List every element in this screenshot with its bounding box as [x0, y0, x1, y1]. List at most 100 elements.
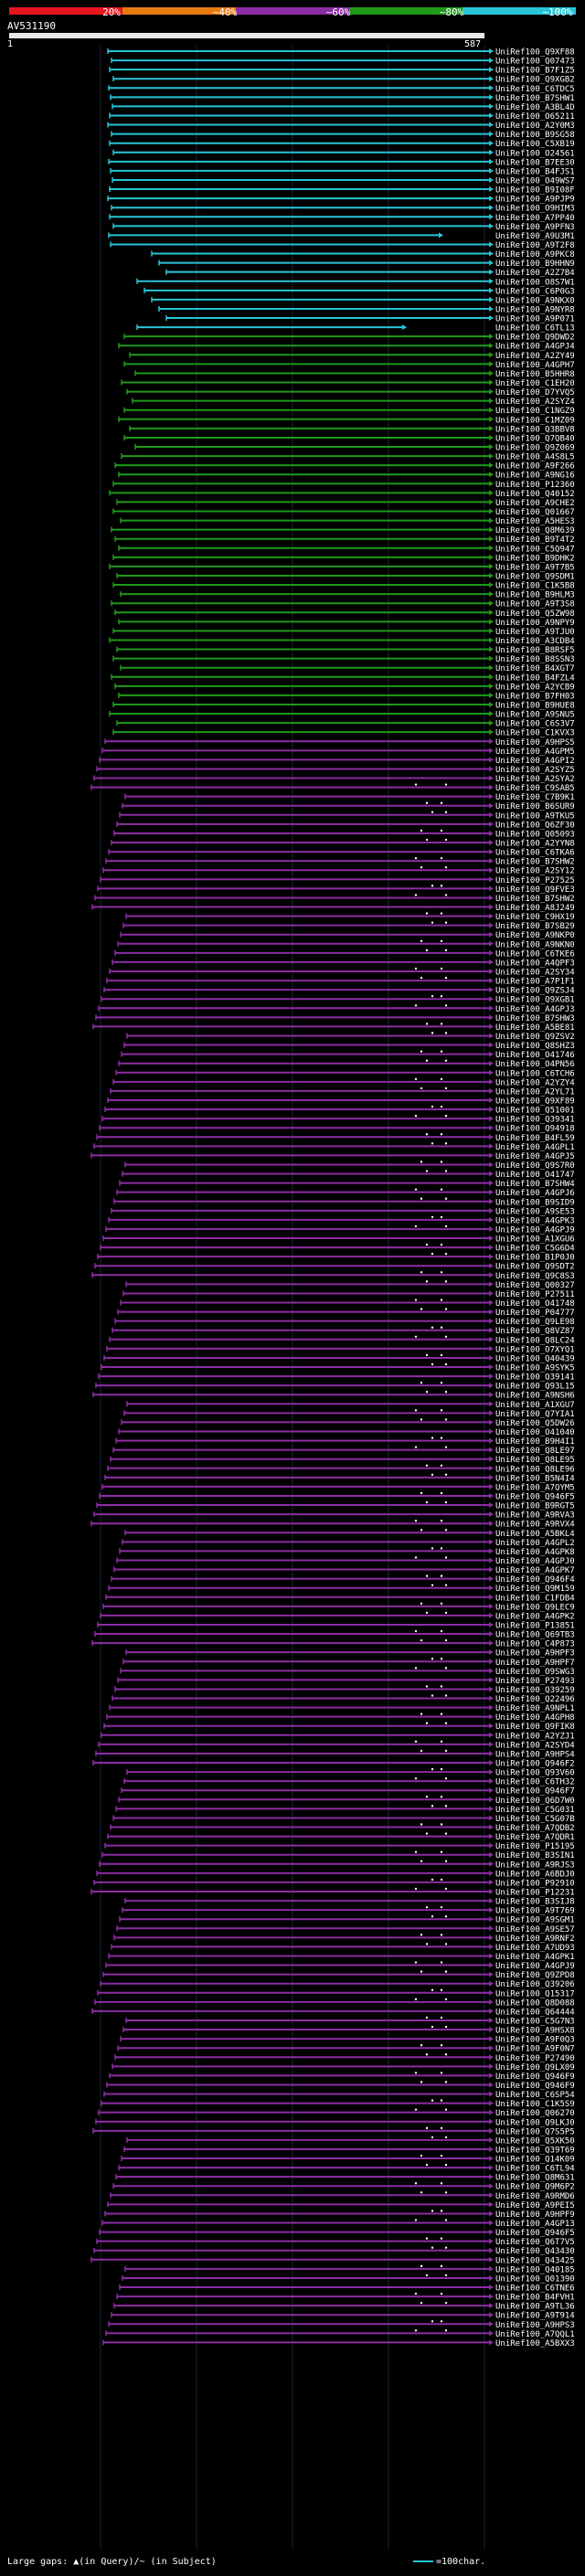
alignment-row[interactable]: UniRef100_Q9C8S3 [91, 1271, 575, 1281]
hit-label[interactable]: UniRef100_B7SHW2 [495, 895, 575, 904]
alignment-row[interactable]: UniRef100_A4GPK2 [100, 1611, 575, 1622]
hit-label[interactable]: UniRef100_B7SHW4 [495, 1180, 575, 1189]
hit-label[interactable]: UniRef100_A4GPH8 [495, 1713, 575, 1723]
alignment-row[interactable]: UniRef100_Q5ZW98 [114, 610, 575, 619]
hit-label[interactable]: UniRef100_A4GPL2 [495, 1539, 575, 1548]
hit-label[interactable]: UniRef100_B3SIJ8 [495, 1898, 575, 1907]
alignment-row[interactable]: UniRef100_A9T2F8 [110, 241, 575, 250]
hit-label[interactable]: UniRef100_Q39141 [495, 1373, 575, 1383]
alignment-row[interactable]: UniRef100_A2SYZ5 [96, 766, 575, 775]
hit-label[interactable]: UniRef100_B4FVH1 [495, 2294, 575, 2303]
alignment-row[interactable]: UniRef100_Q7YIA1 [123, 1409, 575, 1419]
hit-label[interactable]: UniRef100_A5BXX3 [495, 2339, 575, 2348]
alignment-row[interactable]: UniRef100_Q9FIK8 [103, 1722, 575, 1733]
hit-label[interactable]: UniRef100_A2YZY4 [495, 1078, 575, 1087]
alignment-row[interactable]: UniRef100_C5G07B [112, 1815, 575, 1824]
hit-label[interactable]: UniRef100_C6TDC5 [495, 85, 575, 94]
alignment-row[interactable]: UniRef100_A7UD93 [111, 1943, 575, 1953]
alignment-row[interactable]: UniRef100_A9HPS3 [108, 2320, 575, 2330]
hit-label[interactable]: UniRef100_Q946F2 [495, 1760, 575, 1769]
hit-label[interactable]: UniRef100_C1K5S9 [495, 2100, 575, 2109]
hit-label[interactable]: UniRef100_A2SY12 [495, 867, 575, 876]
alignment-row[interactable]: UniRef100_Q9SDM1 [116, 572, 575, 581]
hit-label[interactable]: UniRef100_A9HPS5 [495, 738, 575, 747]
alignment-row[interactable]: UniRef100_A4GPJ0 [116, 1556, 575, 1566]
hit-label[interactable]: UniRef100_Q9Z069 [495, 444, 575, 453]
alignment-row[interactable]: UniRef100_Q9XGB2 [112, 76, 575, 85]
hit-label[interactable]: UniRef100_Q9ZSV2 [495, 1033, 575, 1042]
hit-label[interactable]: UniRef100_A7QDB2 [495, 1824, 575, 1833]
alignment-row[interactable]: UniRef100_O41747 [122, 1170, 575, 1180]
alignment-row[interactable]: UniRef100_A2YCB9 [114, 683, 575, 692]
alignment-row[interactable]: UniRef100_C6P0G3 [144, 287, 575, 296]
alignment-row[interactable]: UniRef100_A2YL71 [110, 1087, 575, 1097]
alignment-row[interactable]: UniRef100_A2YYN8 [111, 838, 575, 849]
alignment-row[interactable]: UniRef100_Q07473 [111, 58, 575, 67]
hit-label[interactable]: UniRef100_A9T914 [495, 2312, 575, 2321]
hit-label[interactable]: UniRef100_Q8M631 [495, 2174, 575, 2183]
hit-label[interactable]: UniRef100_B7EE30 [495, 158, 575, 167]
alignment-row[interactable]: UniRef100_A4GPJ9 [105, 1961, 575, 1971]
hit-label[interactable]: UniRef100_Q8M639 [495, 526, 575, 535]
alignment-row[interactable]: UniRef100_C6S3V7 [116, 720, 575, 729]
hit-label[interactable]: UniRef100_Q9XGB2 [495, 76, 575, 85]
alignment-row[interactable]: UniRef100_A9NYR8 [158, 305, 575, 314]
hit-label[interactable]: UniRef100_A4GPI2 [495, 757, 575, 766]
alignment-row[interactable]: UniRef100_Q9ZPD8 [102, 1970, 575, 1980]
alignment-row[interactable]: UniRef100_O49WS7 [112, 176, 575, 186]
hit-label[interactable]: UniRef100_Q43425 [495, 2256, 575, 2265]
hit-label[interactable]: UniRef100_B7SB29 [495, 922, 575, 931]
alignment-row[interactable]: UniRef100_A9T769 [122, 1905, 575, 1916]
alignment-row[interactable]: UniRef100_C1EH20 [121, 379, 575, 388]
alignment-row[interactable]: UniRef100_B9HHN9 [158, 260, 575, 269]
hit-label[interactable]: UniRef100_Q9M159 [495, 1585, 575, 1594]
hit-label[interactable]: UniRef100_Q8LE97 [495, 1447, 575, 1456]
alignment-row[interactable]: UniRef100_A4GPJ6 [116, 1188, 575, 1198]
alignment-row[interactable]: UniRef100_A7QYM5 [101, 1483, 575, 1492]
alignment-row[interactable]: UniRef100_P12360 [112, 481, 575, 490]
hit-label[interactable]: UniRef100_Q9XF89 [495, 1097, 575, 1106]
hit-label[interactable]: UniRef100_Q9ZSJ4 [495, 987, 575, 996]
alignment-row[interactable]: UniRef100_A9HPF9 [104, 2210, 575, 2220]
alignment-row[interactable]: UniRef100_A9NKN0 [117, 939, 575, 950]
hit-label[interactable]: UniRef100_A9CHE2 [495, 499, 575, 508]
alignment-row[interactable]: UniRef100_A9RMD6 [110, 2191, 575, 2201]
hit-label[interactable]: UniRef100_A9T2F8 [495, 241, 575, 250]
alignment-row[interactable]: UniRef100_A9TL36 [113, 2301, 575, 2312]
hit-label[interactable]: UniRef100_C6TH32 [495, 1778, 575, 1787]
alignment-row[interactable]: UniRef100_B9SG58 [111, 131, 575, 140]
hit-label[interactable]: UniRef100_Q9LEC9 [495, 1603, 575, 1612]
alignment-row[interactable]: UniRef100_B9HUE8 [112, 701, 575, 710]
alignment-row[interactable]: UniRef100_C6TH32 [123, 1776, 575, 1787]
hit-label[interactable]: UniRef100_O8S7W1 [495, 278, 575, 287]
alignment-row[interactable]: UniRef100_Q8LE97 [112, 1446, 575, 1456]
hit-label[interactable]: UniRef100_Q6ZF30 [495, 821, 575, 830]
hit-label[interactable]: UniRef100_O65211 [495, 112, 575, 122]
alignment-row[interactable]: UniRef100_Q39T69 [123, 2146, 575, 2155]
hit-label[interactable]: UniRef100_A2YCB9 [495, 683, 575, 692]
hit-label[interactable]: UniRef100_A4GPK1 [495, 1953, 575, 1962]
hit-label[interactable]: UniRef100_A9RNF2 [495, 1935, 575, 1944]
alignment-row[interactable]: UniRef100_Q9S7R0 [124, 1161, 575, 1171]
hit-label[interactable]: UniRef100_A9NSH6 [495, 1392, 575, 1401]
hit-label[interactable]: UniRef100_O7XYQ1 [495, 1345, 575, 1354]
hit-label[interactable]: UniRef100_Q39341 [495, 1116, 575, 1125]
alignment-row[interactable]: UniRef100_A9NPL1 [109, 1704, 575, 1713]
hit-label[interactable]: UniRef100_A2ZY49 [495, 352, 575, 361]
hit-label[interactable]: UniRef100_A9F0N7 [495, 2045, 575, 2054]
alignment-row[interactable]: UniRef100_B7FH03 [118, 692, 575, 701]
hit-label[interactable]: UniRef100_A2Y0M3 [495, 122, 575, 131]
alignment-row[interactable]: UniRef100_A9HPF7 [122, 1658, 575, 1668]
alignment-row[interactable]: UniRef100_B7SHW2 [105, 856, 575, 867]
alignment-row[interactable]: UniRef100_A9CHE2 [116, 499, 575, 508]
hit-label[interactable]: UniRef100_Q01390 [495, 2274, 575, 2284]
alignment-row[interactable]: UniRef100_A4GPJ4 [118, 343, 575, 352]
hit-label[interactable]: UniRef100_O9HIM3 [495, 205, 575, 214]
hit-label[interactable]: UniRef100_A7UD93 [495, 1944, 575, 1953]
hit-label[interactable]: UniRef100_B9HLM3 [495, 591, 575, 600]
hit-label[interactable]: UniRef100_Q39206 [495, 1980, 575, 1989]
hit-label[interactable]: UniRef100_A3BL4D [495, 103, 575, 112]
alignment-row[interactable]: UniRef100_C6SP54 [103, 2091, 575, 2100]
alignment-row[interactable]: UniRef100_Q8LE96 [107, 1464, 575, 1475]
alignment-row[interactable]: UniRef100_P27493 [117, 1677, 575, 1686]
